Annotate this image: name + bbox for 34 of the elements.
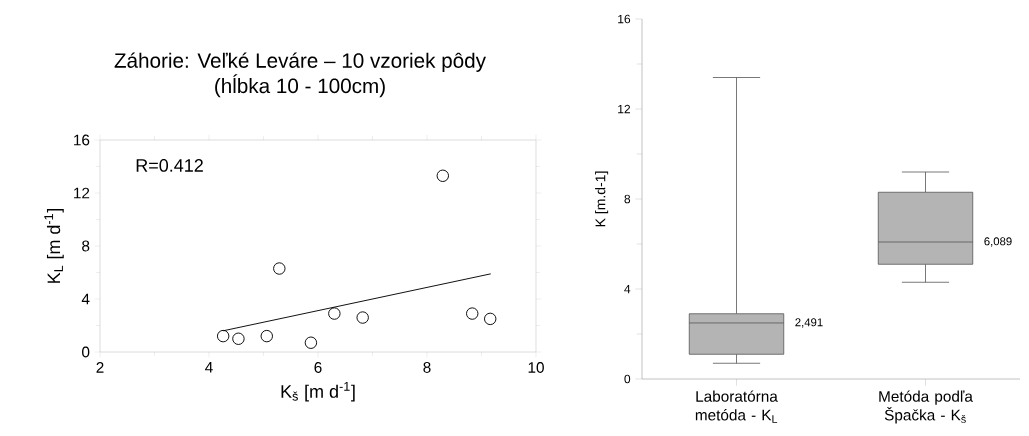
point [356,311,369,324]
y-tick-label: 16 [74,134,90,146]
point [466,307,479,320]
point [216,329,230,343]
x-tick-label: 4 [205,362,213,373]
y-tick-label: 4 [81,293,90,305]
y-tick-label: 16 [618,14,631,24]
y-tick-label: 8 [82,240,90,252]
y-axis-title: K$_{L}$ [m d$^{-1}$] [44,209,64,283]
point [260,329,273,343]
point [328,307,341,320]
x-tick-label: 2 [96,362,104,373]
x-tick-label: 8 [423,362,431,373]
point [484,312,497,326]
annotation: 6,089 [984,237,1012,247]
annotation: 2,491 [795,318,823,328]
x-tick-label: 10 [528,362,544,373]
y-tick-label: 12 [74,187,90,199]
x-tick-label: Metóda podľa Špačka - K$_{š}$ [879,390,973,424]
y-tick-label: 12 [618,104,631,114]
y-axis-title: K [m.d-1] [595,171,609,227]
y-tick-label: 4 [624,284,631,294]
point [232,332,245,345]
y-tick-label: 0 [624,374,631,384]
y-tick-label: 0 [82,346,90,358]
x-tick-label: Laboratórna metóda - K$_{L}$ [695,390,778,423]
chart-title: Záhorie: Veľké Leváre – 10 vzoriek pôdy (hĺbka 10 - 100cm) [114,52,486,98]
point [436,169,449,182]
annotation: R=0.412 [136,159,203,172]
x-tick-label: 6 [314,362,322,373]
point [273,262,286,275]
point [304,336,318,349]
y-tick-label: 8 [624,194,631,204]
x-axis-title: K$_{š}$ [m d$^{-1}$] [281,382,355,402]
